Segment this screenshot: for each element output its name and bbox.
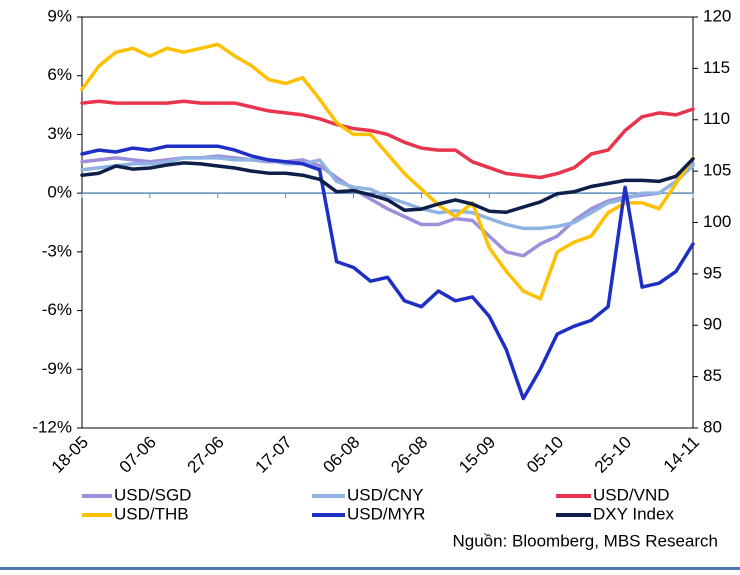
y2-tick-label: 85 — [703, 366, 722, 385]
y-tick-label: 9% — [47, 6, 72, 25]
y2-tick-label: 95 — [703, 263, 722, 282]
y-tick-label: 0% — [47, 183, 72, 202]
y-tick-label: 6% — [47, 65, 72, 84]
legend-label: USD/MYR — [347, 504, 425, 523]
legend-label: DXY Index — [593, 504, 674, 523]
y2-tick-label: 115 — [703, 58, 730, 77]
series-line — [80, 99, 695, 180]
y-tick-label: -9% — [42, 359, 72, 378]
y2-tick-label: 90 — [703, 315, 722, 334]
y2-tick-label: 110 — [703, 109, 730, 128]
y-tick-label: -3% — [42, 241, 72, 260]
legend-label: USD/VND — [593, 485, 670, 504]
legend-label: USD/SGD — [114, 485, 191, 504]
y2-tick-label: 100 — [703, 212, 731, 231]
y-tick-label: -6% — [42, 300, 72, 319]
y2-tick-label: 120 — [703, 6, 731, 25]
y-tick-label: 3% — [47, 124, 72, 143]
legend-label: USD/CNY — [347, 485, 424, 504]
series-line — [80, 157, 695, 214]
legend-label: USD/THB — [114, 504, 189, 523]
series-line — [80, 42, 695, 301]
series-line — [80, 156, 695, 231]
y2-tick-label: 80 — [703, 417, 722, 436]
y2-tick-label: 105 — [703, 161, 731, 180]
bottom-bar — [0, 567, 740, 570]
series-line — [80, 144, 695, 401]
y-tick-label: -12% — [32, 417, 72, 436]
source-note: Nguồn: Bloomberg, MBS Research — [452, 531, 718, 550]
